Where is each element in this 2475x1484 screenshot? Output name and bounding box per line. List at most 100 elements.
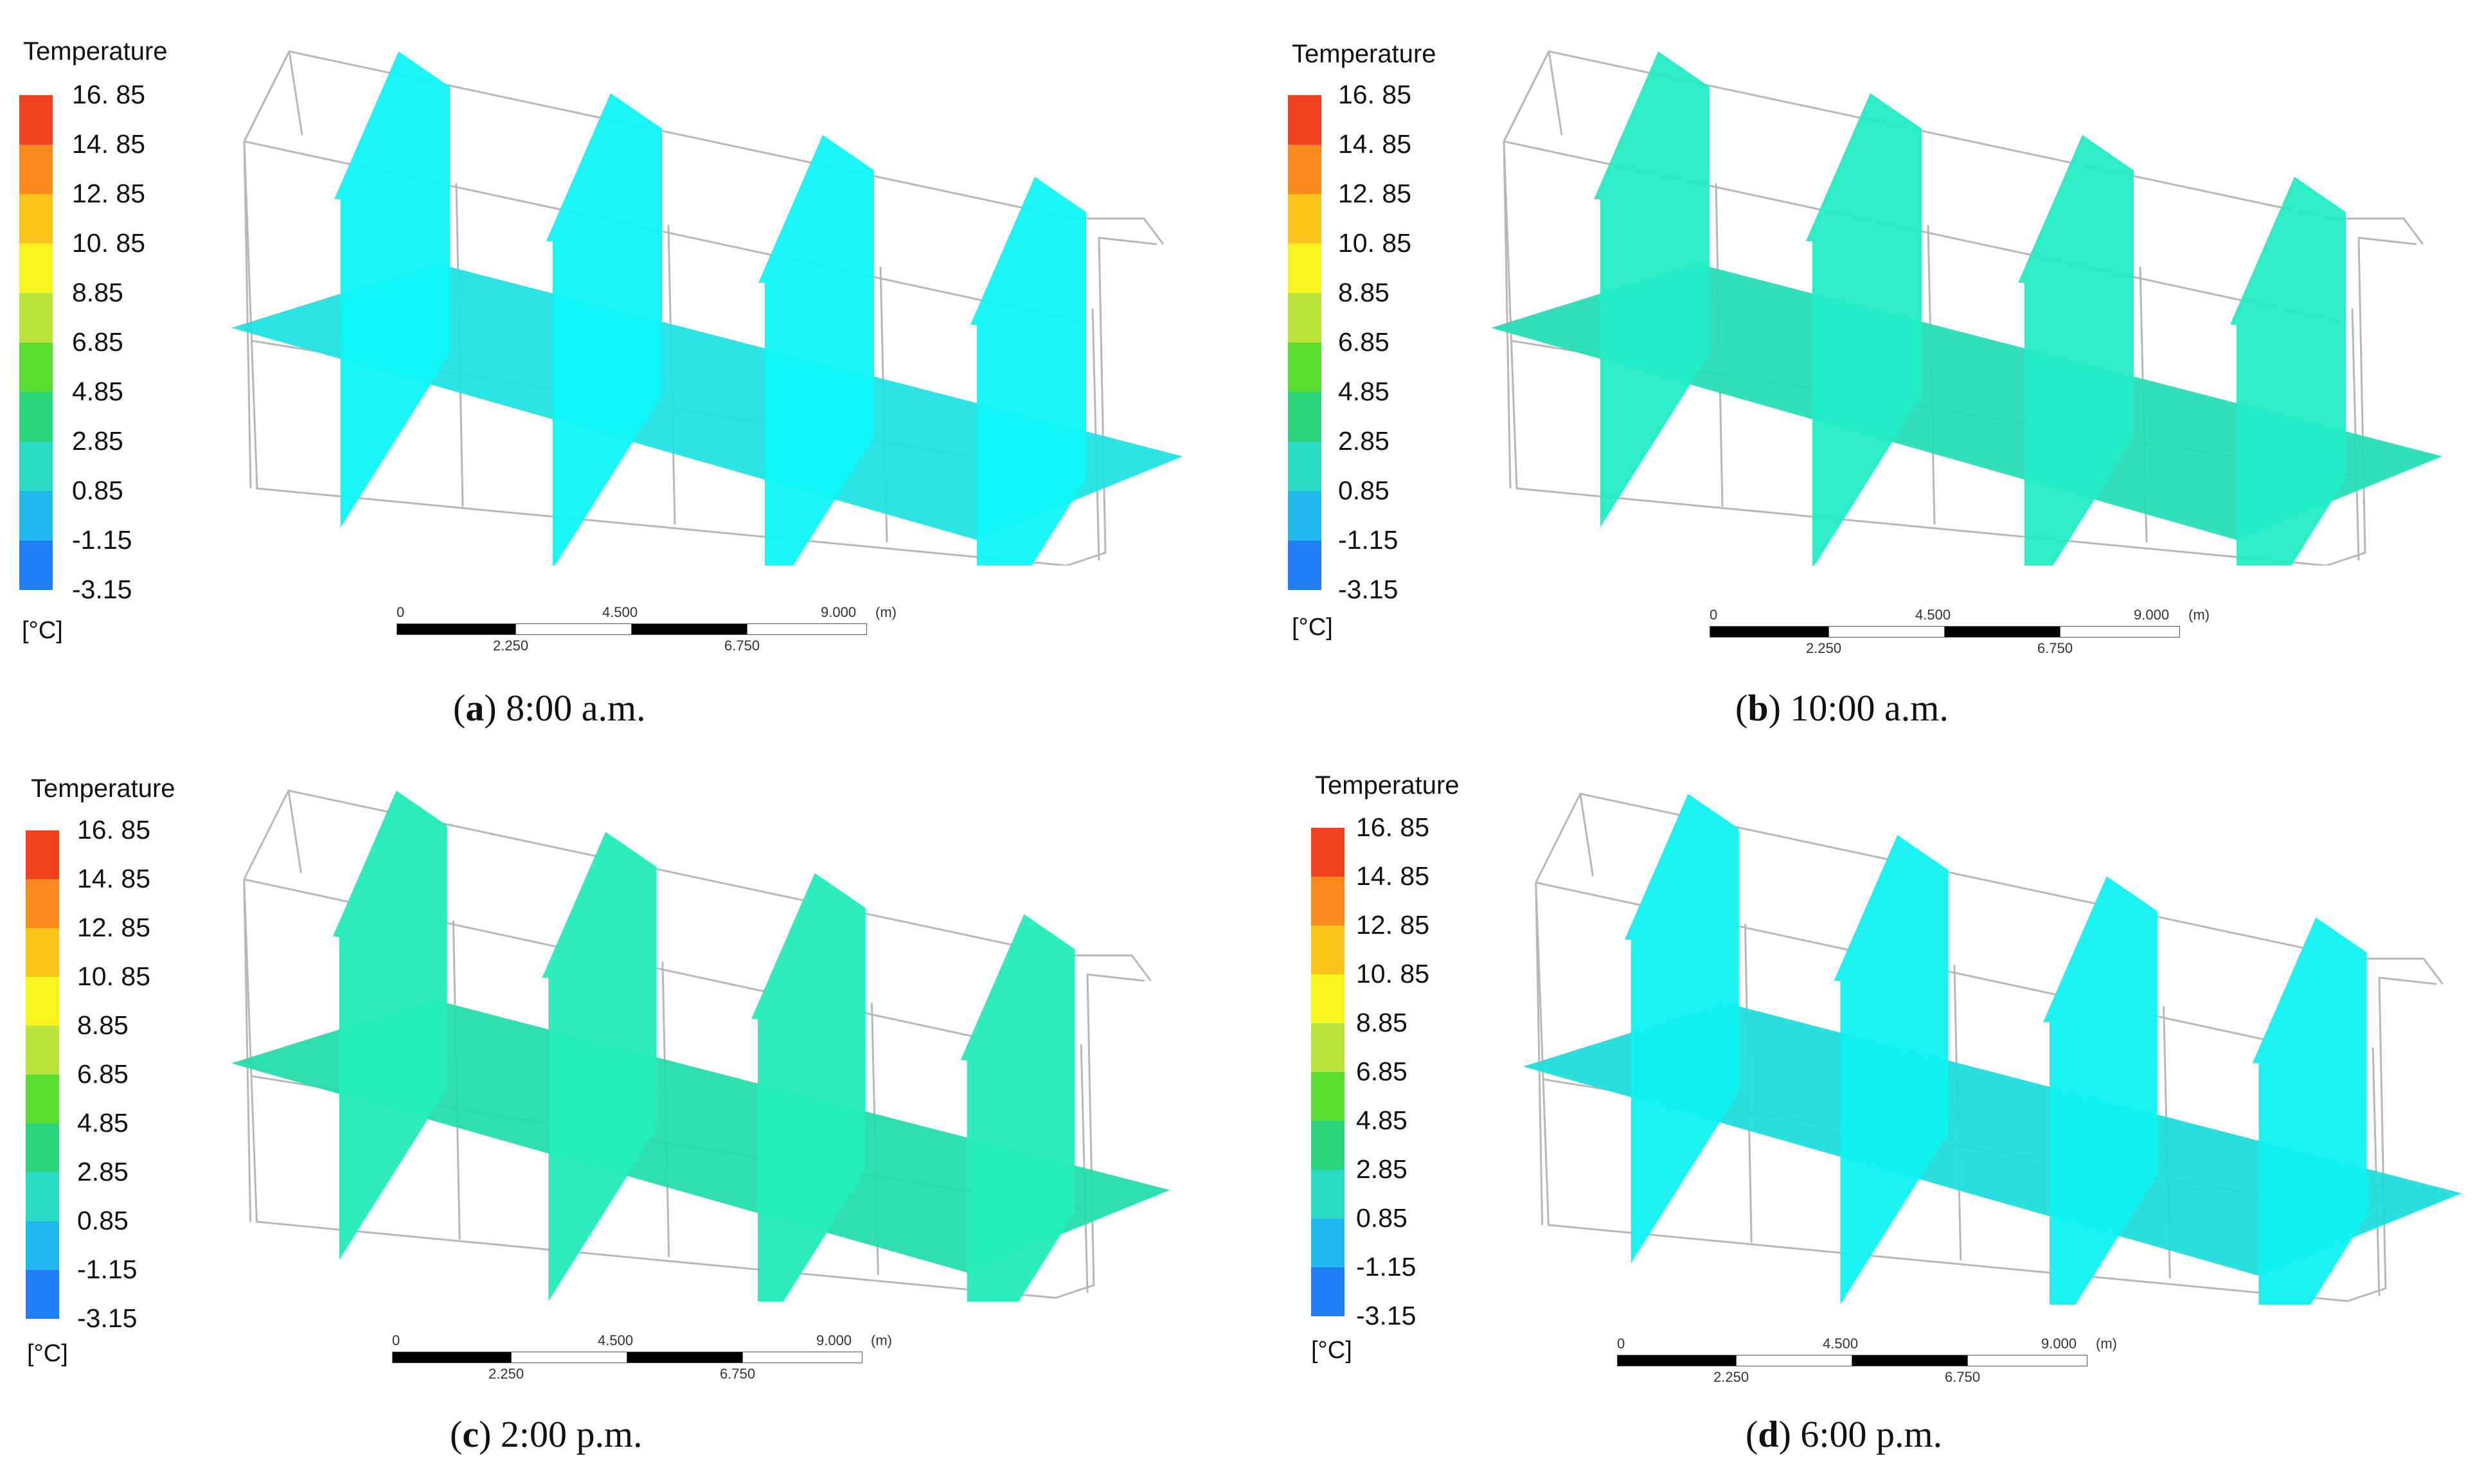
legend-tick-label: 12. 85 [1338, 179, 1411, 208]
vertical-temperature-slice [332, 791, 447, 1260]
legend-tick-label: -1.15 [1356, 1252, 1416, 1282]
legend-tick-label: 12. 85 [72, 179, 145, 208]
panel-time: 2:00 p.m. [500, 1413, 643, 1455]
scale-label-top: 0 [392, 1332, 400, 1348]
scale-segment [515, 623, 632, 635]
legend-tick-label: 14. 85 [77, 864, 150, 893]
frame-outline [1503, 141, 2417, 566]
vertical-temperature-slice [1806, 93, 1922, 566]
greenhouse-temperature-slice-view [1491, 50, 2442, 566]
legend-tick-label: 0.85 [77, 1206, 129, 1235]
panel-letter: b [1747, 687, 1769, 729]
color-band [19, 442, 53, 491]
gable-line [1579, 793, 1594, 877]
color-band [1311, 974, 1345, 1023]
scale-segment [1828, 626, 1945, 638]
scale-label-top: 4.500 [1915, 607, 1951, 623]
scale-segment [742, 1352, 862, 1363]
color-band [19, 392, 53, 442]
legend-tick-label: 6.85 [77, 1059, 129, 1089]
scale-label-bottom: 6.750 [2037, 640, 2073, 656]
color-band [1311, 1072, 1345, 1121]
panel-letter: c [462, 1413, 479, 1455]
temperature-color-bar [1311, 828, 1345, 1316]
frame-outline [1535, 882, 2436, 1302]
legend-title: Temperature [1315, 771, 1460, 800]
scale-label-bottom: 2.250 [1806, 640, 1842, 656]
vertical-temperature-slice [2252, 917, 2367, 1305]
color-band [1311, 1219, 1345, 1267]
legend-tick-label: 8.85 [1338, 278, 1389, 307]
horizontal-temperature-slice [1523, 1003, 2462, 1276]
scale-bar: 0 4.500 9.000 (m) 2.250 6.750 [392, 1332, 892, 1397]
panel-time: 8:00 a.m. [506, 687, 646, 729]
scale-label-bottom: 6.750 [720, 1366, 756, 1382]
scale-label-top: 9.000 [2041, 1336, 2077, 1352]
panel-time: 6:00 p.m. [1800, 1413, 1943, 1455]
scale-segment [1944, 626, 2061, 638]
horizontal-temperature-slice [231, 999, 1170, 1273]
legend-tick-label: 6.85 [1356, 1057, 1407, 1086]
vertical-temperature-slice [542, 832, 657, 1301]
scale-label-top: 0 [1710, 607, 1718, 623]
panel-time: 10:00 a.m. [1790, 687, 1949, 729]
legend-unit: [°C] [1292, 614, 1333, 641]
scale-label-top: 4.500 [602, 604, 638, 620]
legend-tick-label: 0.85 [1338, 476, 1389, 505]
color-band [26, 1075, 59, 1123]
legend-title: Temperature [31, 774, 175, 803]
color-band [19, 491, 53, 541]
color-band [1311, 1023, 1345, 1072]
legend-tick-label: 16. 85 [1338, 80, 1411, 109]
caption-paren: ) [479, 1413, 501, 1455]
color-band [1311, 828, 1345, 877]
legend-tick-label: -3.15 [77, 1303, 138, 1333]
color-band [1288, 95, 1321, 145]
color-band [19, 541, 53, 590]
legend-tick-label: 16. 85 [77, 815, 150, 845]
legend-tick-label: 8.85 [72, 278, 123, 307]
legend-tick-label: 14. 85 [72, 129, 145, 159]
temperature-color-bar [26, 830, 59, 1319]
greenhouse-temperature-slice-view [231, 50, 1183, 566]
scale-bar: 0 4.500 9.000 (m) 2.250 6.750 [1710, 607, 2210, 671]
legend-tick-label: -1.15 [72, 525, 132, 555]
panel-caption: (d) 6:00 p.m. [1746, 1413, 1942, 1456]
vertical-temperature-slice [960, 914, 1075, 1301]
scale-label-top: 0 [1617, 1336, 1625, 1352]
vertical-temperature-slice [1594, 51, 1710, 527]
color-band [1311, 1121, 1345, 1170]
frame-post [243, 141, 252, 489]
legend-tick-label: 4.85 [72, 377, 123, 406]
vertical-temperature-slice [2018, 135, 2134, 566]
legend-title: Temperature [1292, 40, 1436, 68]
greenhouse-temperature-slice-view [231, 789, 1170, 1301]
color-band [26, 1270, 59, 1319]
color-band [1288, 541, 1321, 590]
scale-label-top: 9.000 [2134, 607, 2170, 623]
legend-tick-label: 6.85 [1338, 327, 1389, 357]
color-band [19, 95, 53, 145]
vertical-temperature-slice [334, 51, 450, 527]
legend-tick-label: -3.15 [72, 575, 132, 604]
legend-tick-label: 12. 85 [1356, 910, 1429, 940]
legend-tick-label: 14. 85 [1338, 129, 1411, 159]
scale-label-bottom: 2.250 [1713, 1369, 1749, 1385]
color-band [19, 293, 53, 343]
color-band [26, 1172, 59, 1221]
color-band [19, 194, 53, 244]
caption-paren: ) [484, 687, 506, 729]
legend-tick-label: 8.85 [1356, 1008, 1407, 1037]
color-band [1288, 244, 1321, 293]
color-band [19, 145, 53, 194]
frame-outline [243, 141, 1157, 566]
caption-paren: ( [450, 1413, 463, 1455]
panel-letter: a [465, 687, 485, 729]
color-band [1311, 1267, 1345, 1316]
legend-tick-label: 10. 85 [72, 228, 145, 258]
legend-tick-label: 2.85 [1338, 426, 1389, 456]
scale-bar: 0 4.500 9.000 (m) 2.250 6.750 [1617, 1336, 2117, 1400]
legend-tick-label: 2.85 [72, 426, 123, 456]
legend-tick-label: 8.85 [77, 1010, 129, 1040]
scale-segment [1617, 1355, 1737, 1366]
